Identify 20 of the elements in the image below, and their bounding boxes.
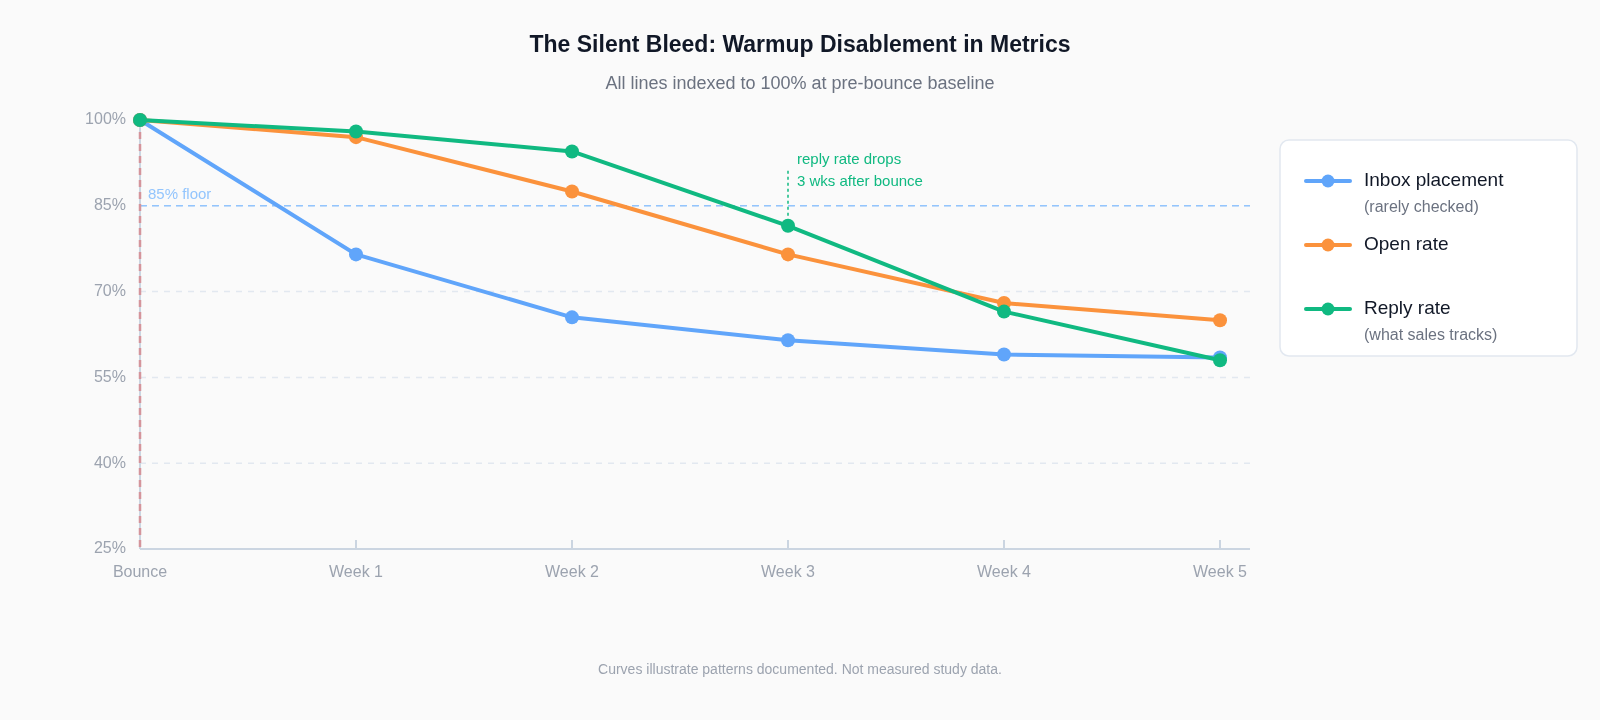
x-tick-label: Week 4 xyxy=(977,563,1032,581)
x-tick-label: Week 5 xyxy=(1193,563,1248,581)
x-tick-label: Week 2 xyxy=(545,563,600,581)
y-tick-label: 70% xyxy=(93,282,126,300)
chart-subtitle: All lines indexed to 100% at pre-bounce baseline xyxy=(605,72,995,93)
y-tick-label: 55% xyxy=(93,367,126,385)
y-tick-label: 100% xyxy=(85,110,126,128)
legend-label: Open rate xyxy=(1364,233,1449,255)
y-tick-label: 40% xyxy=(93,453,126,471)
legend-label: Reply rate (what sales tracks) xyxy=(1364,297,1498,344)
ref-line-label: 85% floor xyxy=(148,185,212,203)
y-tick-label: 85% xyxy=(93,196,126,214)
annotation: reply rate drops 3 wks after bounce xyxy=(797,149,923,189)
x-tick-label: Week 1 xyxy=(329,563,384,581)
legend-label: Inbox placement (rarely checked) xyxy=(1364,169,1505,216)
chart-title: The Silent Bleed: Warmup Disablement in Metrics xyxy=(529,31,1071,58)
x-tick-label: Bounce xyxy=(112,563,168,581)
x-tick-label: Week 3 xyxy=(761,563,816,581)
text: Curves illustrate patterns documented. Not measured study data. xyxy=(598,660,1002,677)
y-tick-label: 25% xyxy=(93,539,126,557)
